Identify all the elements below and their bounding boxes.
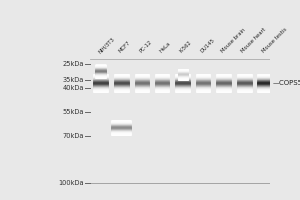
Text: PC-12: PC-12 xyxy=(138,40,153,54)
Text: Mouse brain: Mouse brain xyxy=(220,28,247,54)
Text: 25kDa: 25kDa xyxy=(62,61,84,67)
Text: Mouse heart: Mouse heart xyxy=(241,27,267,54)
Text: Mouse testis: Mouse testis xyxy=(261,27,288,54)
Text: 55kDa: 55kDa xyxy=(62,109,84,115)
Text: HeLa: HeLa xyxy=(159,41,172,54)
Text: 100kDa: 100kDa xyxy=(58,180,84,186)
Text: 70kDa: 70kDa xyxy=(62,133,84,139)
Text: MCF7: MCF7 xyxy=(118,40,131,54)
Text: 40kDa: 40kDa xyxy=(62,85,84,91)
Text: 35kDa: 35kDa xyxy=(63,77,84,83)
Text: K-562: K-562 xyxy=(179,40,193,54)
Text: NIH/3T3: NIH/3T3 xyxy=(97,36,116,54)
Text: DU145: DU145 xyxy=(200,38,216,54)
Text: —COPS5: —COPS5 xyxy=(273,80,300,86)
